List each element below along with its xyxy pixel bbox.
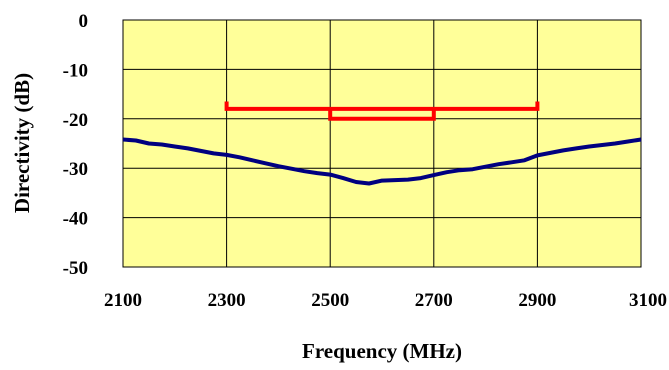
y-tick-label: -10 <box>63 60 88 81</box>
spec-markers <box>224 101 540 121</box>
x-tick-label: 2500 <box>311 290 349 311</box>
plot-area <box>122 19 642 268</box>
x-axis-label: Frequency (MHz) <box>302 339 462 363</box>
y-tick-label: 0 <box>79 11 89 32</box>
y-axis-label: Directivity (dB) <box>10 73 34 213</box>
x-tick-label: 2100 <box>104 290 142 311</box>
x-tick-label: 2700 <box>415 290 453 311</box>
y-tick-labels: 0 -10 -20 -30 -40 -50 <box>63 11 88 279</box>
spec-line <box>328 108 436 121</box>
y-tick-label: -20 <box>63 110 88 131</box>
x-tick-labels: 2100 2300 2500 2700 2900 3100 <box>104 290 667 311</box>
x-tick-label: 2300 <box>208 290 246 311</box>
x-tick-label: 2900 <box>518 290 556 311</box>
y-tick-label: -40 <box>63 209 88 230</box>
x-tick-label: 3100 <box>629 290 667 311</box>
y-tick-label: -50 <box>63 258 88 279</box>
spec-line <box>224 101 540 111</box>
y-tick-label: -30 <box>63 159 88 180</box>
series-line <box>122 137 642 186</box>
